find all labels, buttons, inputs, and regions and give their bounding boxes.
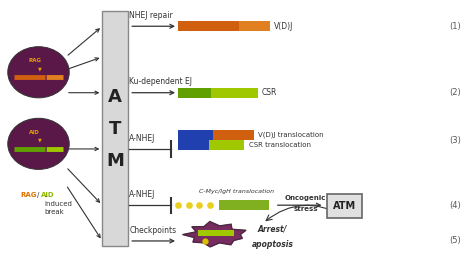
Bar	[209, 140, 244, 150]
Text: /: /	[37, 192, 40, 198]
Ellipse shape	[8, 47, 69, 98]
Bar	[178, 130, 213, 140]
Text: (4): (4)	[450, 201, 461, 210]
Bar	[198, 230, 234, 236]
Text: ATM: ATM	[333, 201, 356, 211]
Text: Ku-dependent EJ: Ku-dependent EJ	[129, 77, 192, 86]
Text: (1): (1)	[450, 22, 461, 31]
Bar	[219, 200, 269, 210]
Text: AID: AID	[29, 130, 40, 135]
Text: ▼: ▼	[38, 137, 42, 142]
Text: (2): (2)	[450, 88, 461, 97]
Text: A-NHEJ: A-NHEJ	[129, 190, 155, 199]
Bar	[213, 130, 254, 140]
Text: stress: stress	[293, 206, 318, 213]
Bar	[239, 21, 270, 31]
Bar	[211, 88, 258, 98]
Text: C-Myc/IgH translocation: C-Myc/IgH translocation	[200, 189, 274, 194]
Text: apoptosis: apoptosis	[252, 240, 293, 249]
Text: CSR translocation: CSR translocation	[249, 142, 311, 148]
Polygon shape	[182, 222, 246, 247]
Text: NHEJ repair: NHEJ repair	[129, 11, 173, 20]
FancyBboxPatch shape	[327, 194, 362, 218]
Text: V(D)J: V(D)J	[274, 22, 293, 31]
Text: Oncogenic: Oncogenic	[285, 195, 326, 201]
Text: V(D)J translocation: V(D)J translocation	[258, 132, 324, 138]
Bar	[178, 140, 209, 150]
Text: ▼: ▼	[38, 66, 42, 71]
Text: CSR: CSR	[262, 88, 277, 97]
Text: (5): (5)	[450, 236, 461, 245]
Text: A-NHEJ: A-NHEJ	[129, 134, 155, 143]
Text: -
induced
break: - induced break	[44, 194, 72, 215]
Bar	[178, 88, 211, 98]
Text: (3): (3)	[450, 135, 462, 144]
Text: Checkpoints: Checkpoints	[129, 226, 176, 235]
Text: RAG: RAG	[28, 58, 41, 63]
Bar	[178, 21, 239, 31]
Text: A
T
M: A T M	[106, 87, 124, 170]
Text: AID: AID	[41, 192, 55, 198]
FancyBboxPatch shape	[102, 11, 128, 246]
Text: Arrest/: Arrest/	[258, 224, 287, 233]
Text: RAG: RAG	[20, 192, 37, 198]
Ellipse shape	[8, 118, 69, 169]
